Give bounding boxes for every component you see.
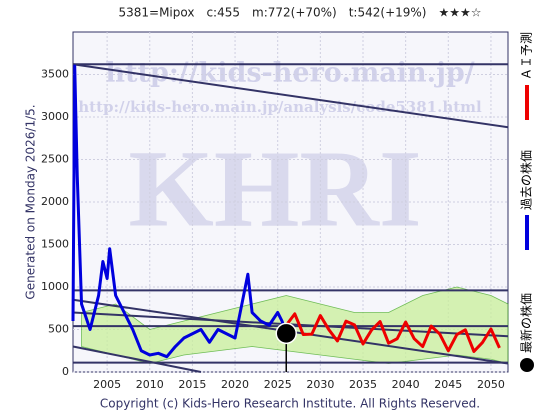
x-tick-label: 2005 xyxy=(93,378,121,391)
legend-label: 過去の株価 xyxy=(519,150,534,210)
x-tick-label: 2035 xyxy=(349,378,377,391)
x-tick-label: 2020 xyxy=(221,378,249,391)
x-tick-label: 2040 xyxy=(392,378,420,391)
watermark: http://kids-hero.main.jp/ xyxy=(105,58,474,89)
latest-point xyxy=(275,322,297,345)
y-tick-label: 500 xyxy=(48,323,69,336)
watermark: http://kids-hero.main.jp/analysis/code53… xyxy=(78,98,482,116)
footer: Copyright (c) Kids-Hero Research Institu… xyxy=(100,397,480,411)
y-tick-label: 3000 xyxy=(41,110,69,123)
legend-label: 最新の株価 xyxy=(519,293,534,353)
x-tick-label: 2015 xyxy=(178,378,206,391)
series-line xyxy=(71,64,288,359)
chart-title: 5381=Mipox c:455 m:772(+70%) t:542(+19%)… xyxy=(118,6,481,20)
y-tick-label: 2000 xyxy=(41,195,69,208)
y-tick-label: 0 xyxy=(62,365,69,378)
trend-line xyxy=(72,63,509,129)
series-line xyxy=(285,312,501,353)
legend-label: ＡＩ予測 xyxy=(520,32,534,80)
legend-swatch xyxy=(520,358,534,372)
y-tick-label: 1000 xyxy=(41,280,69,293)
y-tick-label: 2500 xyxy=(41,153,69,166)
trend-line xyxy=(72,345,202,373)
x-tick-label: 2045 xyxy=(434,378,462,391)
x-tick-label: 2050 xyxy=(477,378,505,391)
watermark: KHRI xyxy=(128,127,421,249)
y-tick-label: 3500 xyxy=(41,68,69,81)
x-tick-label: 2010 xyxy=(136,378,164,391)
x-tick-label: 2030 xyxy=(306,378,334,391)
y-tick-label: 1500 xyxy=(41,238,69,251)
side-text: Generated on Monday 2026/1/5. xyxy=(24,104,38,299)
x-tick-label: 2025 xyxy=(264,378,292,391)
